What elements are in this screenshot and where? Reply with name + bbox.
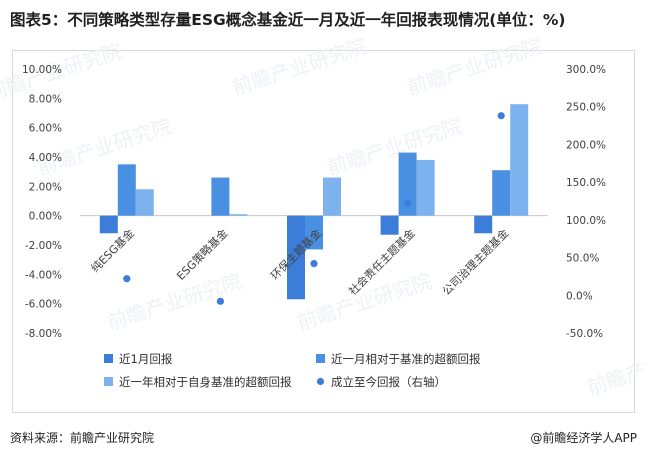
watermark-text: 前瞻产业研究院 [404,34,545,100]
left-tick-label: 2.00% [29,181,62,193]
left-tick-label: -2.00% [25,240,62,252]
bar [398,152,417,216]
chart-title: 图表5：不同策略类型存量ESG概念基金近一月及近一年回报表现情况(单位：%) [10,11,566,29]
credit-note: @前瞻经济学人APP [530,431,637,445]
bar [117,164,136,216]
scatter-point [404,199,412,207]
category-label: 公司治理主题基金 [439,226,511,298]
right-axis-ticks: 300.0% 250.0% 200.0% 150.0% 100.0% 50.0% 0.0% -… [566,64,606,340]
scatter-point [216,297,224,305]
source-note: 资料来源：前瞻产业研究院 [10,431,155,445]
watermark-text: 前瞻产业研究院 [584,334,647,400]
legend-marker [316,377,325,386]
legend-label: 近一月相对于基准的超额回报 [331,352,481,366]
left-tick-label: 4.00% [29,152,62,164]
watermark-text: 前瞻产业研究院 [0,39,125,105]
bar-group [99,104,529,300]
left-tick-label: -8.00% [25,328,62,340]
bar [323,177,341,216]
legend-swatch [316,354,325,363]
right-tick-label: 0.0% [566,290,593,302]
right-tick-label: 300.0% [566,64,606,76]
scatter-point [310,260,318,268]
right-tick-label: 250.0% [566,102,606,114]
bar [474,215,493,234]
left-tick-label: 8.00% [29,93,62,105]
left-tick-label: -4.00% [25,269,62,281]
bar [380,215,399,235]
right-tick-label: 150.0% [566,177,606,189]
bar [305,215,323,250]
dot-group [123,112,505,305]
left-tick-label: 6.00% [29,123,62,135]
bar [416,159,435,216]
left-tick-label: 10.00% [22,64,62,76]
bar [229,214,248,216]
bar [99,215,118,234]
bar [492,170,511,216]
bar [211,177,230,216]
legend-label: 成立至今回报（右轴） [331,375,446,389]
legend-swatch [104,377,113,386]
legend-label: 近一年相对于自身基准的超额回报 [119,375,292,389]
bar [510,104,529,216]
scatter-point [123,275,131,283]
left-tick-label: 0.00% [29,211,62,223]
right-tick-label: 50.0% [566,253,599,265]
bar [287,215,305,300]
right-tick-label: 200.0% [566,139,606,151]
left-axis-ticks: 10.00% 8.00% 6.00% 4.00% 2.00% 0.00% -2.00% -4.… [22,64,62,340]
right-tick-label: 100.0% [566,215,606,227]
right-tick-label: -50.0% [566,328,603,340]
chart-area [12,50,635,413]
legend-swatch [104,354,113,363]
watermark-text: 前瞻产业研究院 [324,114,465,180]
scatter-point [497,112,505,120]
bar [135,189,154,216]
watermark-text: 前瞻产业研究院 [229,34,370,100]
legend-label: 近1月回报 [119,352,173,366]
left-tick-label: -6.00% [25,299,62,311]
